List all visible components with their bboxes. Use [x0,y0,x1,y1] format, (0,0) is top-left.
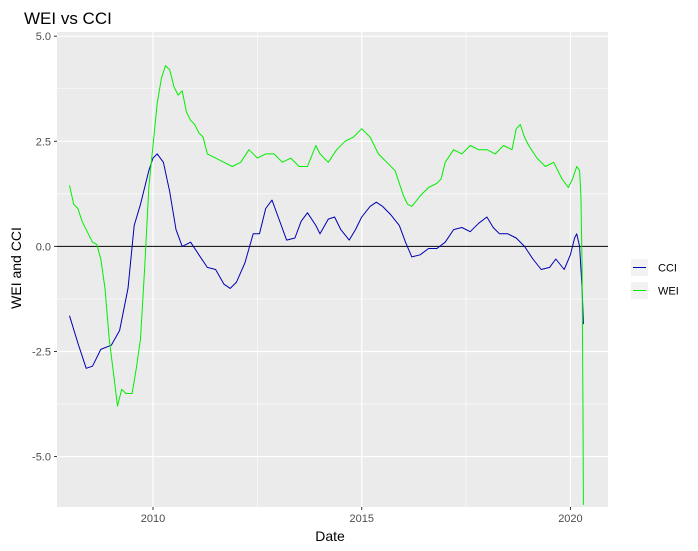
y-axis-title: WEI and CCI [8,227,24,309]
legend-label-cci: CCI [658,263,677,275]
x-tick-label: 2010 [141,513,165,525]
panel-background [57,32,608,507]
series-line-cci [69,153,584,369]
series-line-wei [69,65,584,505]
x-axis-ticks: 2010 2015 2020 [141,507,583,525]
y-tick-label: 5.0 [36,31,51,43]
chart-title: WEI vs CCI [24,9,112,28]
x-axis-title: Date [315,528,345,544]
y-tick-label: 0.0 [36,241,51,253]
y-tick-label: -5.0 [32,452,51,464]
x-tick-label: 2020 [558,513,582,525]
plot-panel [57,32,608,507]
legend: CCI WEI [631,259,679,299]
y-tick-label: 2.5 [36,136,51,148]
legend-label-wei: WEI [658,286,679,298]
x-tick-label: 2015 [349,513,373,525]
y-axis-ticks: 5.0 2.5 0.0 -2.5 -5.0 [32,31,57,464]
y-tick-label: -2.5 [32,346,51,358]
